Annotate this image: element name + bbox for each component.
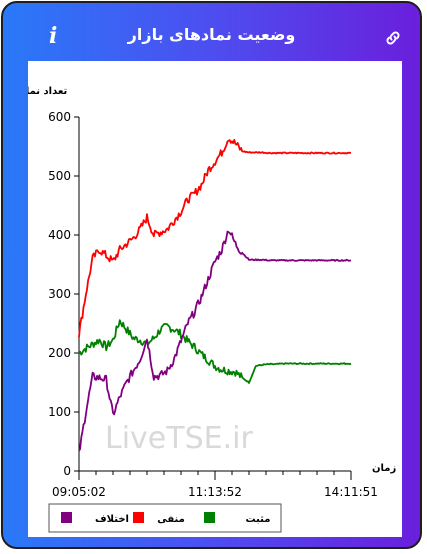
series-line-1	[78, 139, 352, 338]
y-tick-label: 0	[63, 464, 71, 478]
chart-svg: LiveTSE.ir تعداد نماد 0 100 200 300 400 500 600 0…	[21, 86, 396, 533]
x-tick-label: 14:11:51	[324, 485, 378, 499]
chart-panel: LiveTSE.ir تعداد نماد 0 100 200 300 400 500 600 0…	[21, 61, 402, 537]
legend-label: اختلاف	[95, 514, 129, 525]
link-icon[interactable]	[384, 29, 402, 47]
info-icon[interactable]: i	[49, 23, 58, 49]
chart-card: i وضعیت نمادهای بازار LiveTSE.ir تعداد نم…	[1, 1, 422, 549]
x-axis-label: زمان	[372, 463, 396, 474]
legend: مثبت منفی اختلاف	[48, 503, 282, 533]
series-line-2	[78, 230, 352, 452]
y-tick-label: 100	[48, 405, 71, 419]
y-axis-label: تعداد نماد	[28, 86, 68, 97]
legend-label: منفی	[157, 514, 185, 525]
x-tick-label: 09:05:02	[52, 485, 106, 499]
y-tick-label: 400	[48, 228, 71, 242]
legend-label: مثبت	[246, 514, 271, 525]
y-tick-label: 600	[48, 110, 71, 124]
y-tick-label: 500	[48, 169, 71, 183]
x-tick-label: 11:13:52	[188, 485, 242, 499]
series-line-0	[78, 319, 352, 384]
legend-swatch	[133, 512, 144, 523]
legend-swatch	[204, 512, 215, 523]
y-tick-label: 200	[48, 346, 71, 360]
legend-swatch	[61, 512, 72, 523]
y-tick-label: 300	[48, 287, 71, 301]
card-header: i وضعیت نمادهای بازار	[3, 3, 420, 61]
watermark-text: LiveTSE.ir	[105, 421, 253, 456]
card-title: وضعیت نمادهای بازار	[127, 25, 296, 44]
legend-box	[48, 503, 282, 533]
